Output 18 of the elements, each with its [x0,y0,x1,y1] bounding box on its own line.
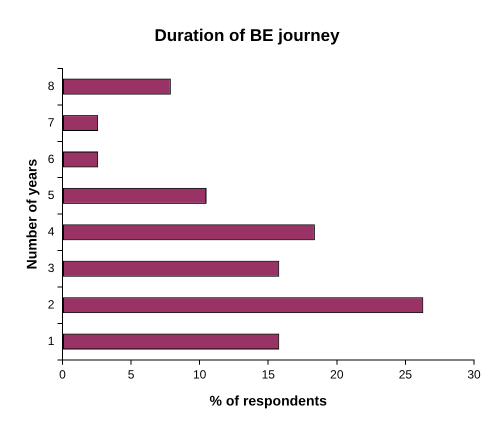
x-tick-label: 30 [467,367,481,382]
y-tick-label: 8 [48,78,55,93]
y-tick-label: 1 [48,334,55,348]
chart-title: Duration of BE journey [154,26,340,45]
x-tick-label: 15 [262,367,276,382]
y-tick-label: 7 [48,115,55,130]
x-tick-label: 0 [59,367,66,382]
x-tick-label: 10 [192,367,207,382]
y-tick-label: 2 [48,297,55,312]
x-tick-label: 5 [128,367,135,382]
y-tick-label: 6 [48,152,55,166]
y-tick-label: 5 [48,188,55,202]
x-tick-label: 20 [330,367,344,382]
x-axis-title: % of respondents [210,392,328,408]
x-tick-label: 25 [398,367,412,382]
y-axis-title: Number of years [23,158,40,270]
y-tick-label: 4 [48,224,55,239]
y-tick-label: 3 [48,261,55,276]
